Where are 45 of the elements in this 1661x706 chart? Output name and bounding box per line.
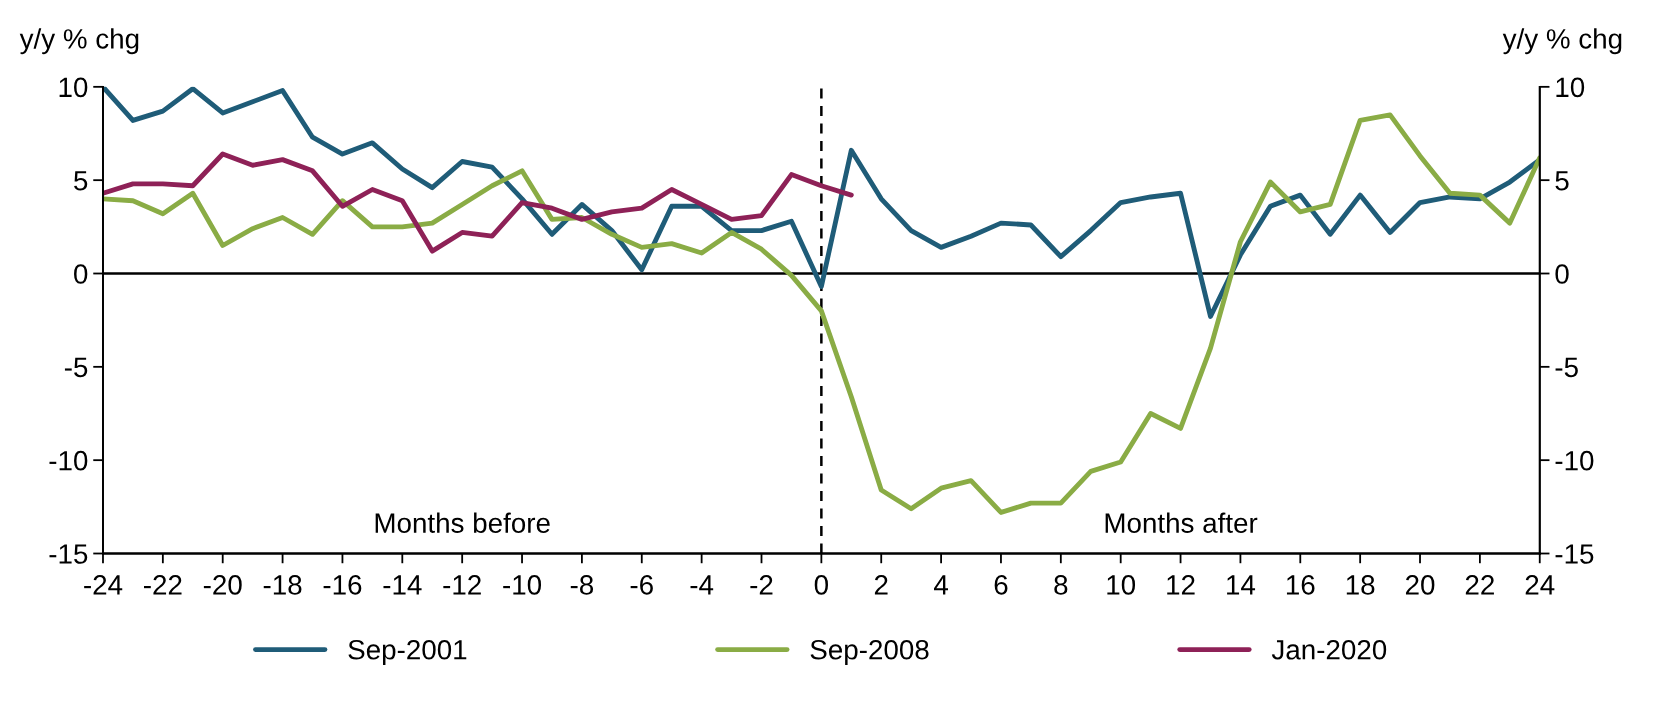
x-tick-label: -22 [144, 575, 182, 595]
y-axis-title: y/y % chg [19, 28, 139, 55]
x-tick-label: -4 [690, 575, 714, 595]
line-series [102, 151, 854, 254]
y2-tick-label: 0 [1555, 264, 1569, 284]
y2-tick-label: -5 [1555, 357, 1578, 378]
annotation: Months before [375, 512, 550, 533]
x-tick-label: 8 [1054, 575, 1068, 595]
x-tick-label: 18 [1346, 575, 1375, 595]
x-tick-label: 12 [1167, 575, 1195, 595]
x-tick-label: 22 [1465, 575, 1494, 595]
x-tick-label: 20 [1405, 575, 1435, 595]
x-tick-label: 24 [1525, 575, 1555, 595]
x-tick-label: 16 [1286, 575, 1315, 595]
y2-axis-title: y/y % chg [1502, 28, 1622, 55]
x-tick-label: 10 [1107, 575, 1136, 595]
x-tick-label: 2 [874, 575, 888, 595]
x-tick-label: 4 [934, 575, 949, 595]
x-tick-label: -12 [443, 575, 481, 595]
y-tick-label: -15 [49, 544, 88, 564]
x-tick-label: -14 [383, 575, 422, 595]
y-tick-label: 0 [74, 264, 88, 284]
x-tick-label: -8 [570, 575, 594, 595]
x-tick-label: -18 [263, 575, 302, 595]
x-tick-label: -6 [630, 575, 653, 595]
x-tick-label: -24 [84, 575, 123, 595]
y-tick-label: -5 [64, 357, 88, 378]
legend-label: Sep-2001 [348, 639, 467, 666]
x-tick-label: -20 [203, 575, 242, 595]
x-tick-label: -10 [503, 575, 542, 595]
y-tick-label: -10 [49, 450, 88, 471]
x-tick-label: 14 [1227, 575, 1256, 595]
y-tick-label: 5 [74, 171, 88, 191]
x-tick-label: 0 [814, 575, 828, 595]
x-tick-label: -2 [750, 575, 773, 595]
y2-tick-label: 10 [1556, 77, 1585, 98]
y-tick-label: 10 [59, 77, 88, 98]
annotation: Months after [1105, 512, 1258, 533]
legend-label: Sep-2008 [810, 639, 929, 666]
x-tick-label: 6 [994, 575, 1008, 595]
y2-tick-label: 5 [1555, 171, 1569, 191]
y2-tick-label: -10 [1555, 450, 1594, 471]
y2-tick-label: -15 [1555, 544, 1594, 564]
legend-label: Jan-2020 [1271, 639, 1387, 660]
x-tick-label: -16 [323, 575, 362, 595]
